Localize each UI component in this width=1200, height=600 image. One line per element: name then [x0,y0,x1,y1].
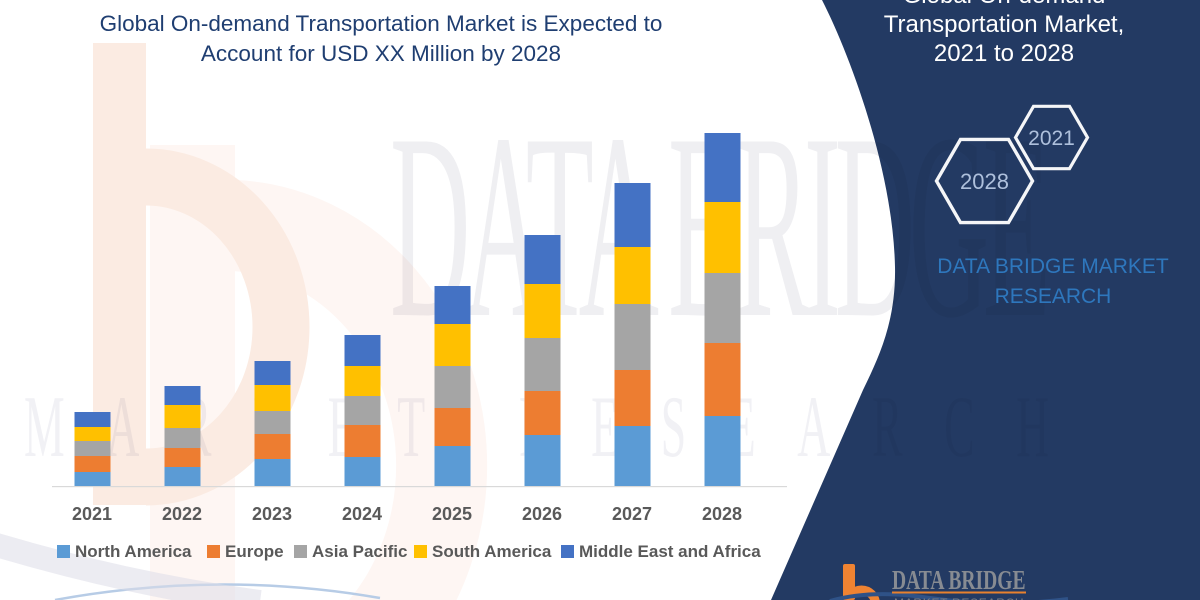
svg-text:2021: 2021 [1028,127,1075,150]
svg-text:2028: 2028 [960,169,1009,194]
svg-text:MARKET RESEARCH: MARKET RESEARCH [894,596,1024,600]
svg-text:DATA BRIDGE: DATA BRIDGE [892,566,1026,596]
